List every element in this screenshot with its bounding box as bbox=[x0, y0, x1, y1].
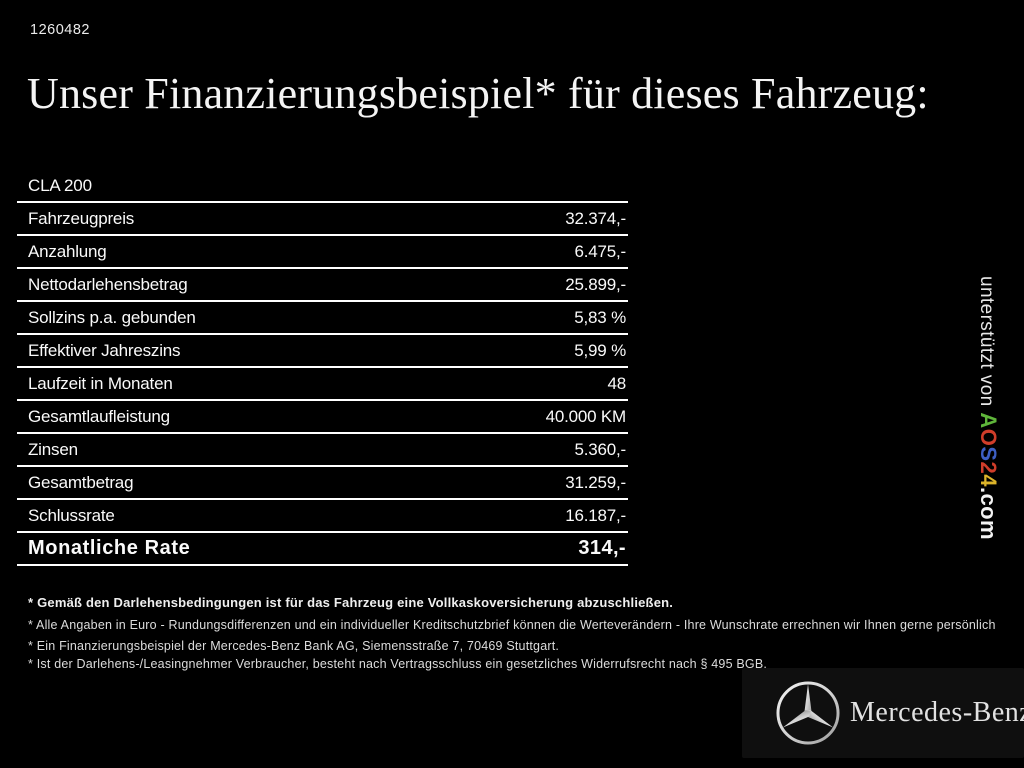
row-label: Effektiver Jahreszins bbox=[28, 340, 181, 360]
table-row: Sollzins p.a. gebunden 5,83 % bbox=[17, 302, 628, 335]
footnote: * Ein Finanzierungsbeispiel der Mercedes… bbox=[28, 639, 560, 653]
row-label: Fahrzeugpreis bbox=[28, 208, 135, 228]
table-row: Laufzeit in Monaten 48 bbox=[17, 368, 628, 401]
aos24-watermark: unterstützt von AOS24.com bbox=[975, 276, 1001, 540]
listing-id: 1260482 bbox=[30, 22, 90, 38]
row-label: Anzahlung bbox=[28, 241, 107, 261]
row-label: Gesamtbetrag bbox=[28, 472, 134, 492]
aos24-letter: 4 bbox=[976, 474, 1001, 488]
row-label: Zinsen bbox=[28, 439, 78, 459]
row-label: Sollzins p.a. gebunden bbox=[28, 307, 196, 327]
row-value: 31.259,- bbox=[565, 472, 626, 492]
page-title: Unser Finanzierungsbeispiel* für dieses … bbox=[27, 69, 929, 118]
table-row: Gesamtlaufleistung 40.000 KM bbox=[17, 401, 628, 434]
aos24-letter: A bbox=[976, 412, 1001, 429]
row-value: 5,83 % bbox=[574, 307, 626, 327]
row-value: 40.000 KM bbox=[545, 406, 627, 426]
aos24-letter: S bbox=[976, 446, 1001, 462]
model-name: CLA 200 bbox=[28, 175, 92, 195]
total-label: Monatliche Rate bbox=[28, 537, 191, 559]
financing-table: CLA 200 Fahrzeugpreis 32.374,- Anzahlung… bbox=[17, 170, 628, 566]
row-value: 5,99 % bbox=[574, 340, 626, 360]
aos24-letter: O bbox=[976, 428, 1001, 447]
footnote: * Gemäß den Darlehensbedingungen ist für… bbox=[28, 595, 674, 610]
row-label: Nettodarlehensbetrag bbox=[28, 274, 188, 294]
footnote: * Alle Angaben in Euro - Rundungsdiffere… bbox=[28, 617, 996, 632]
row-label: Laufzeit in Monaten bbox=[28, 373, 173, 393]
aos24-logo-text: AOS24 bbox=[976, 412, 1001, 487]
aos24-letter: 2 bbox=[976, 461, 1001, 475]
row-value: 16.187,- bbox=[565, 505, 626, 525]
mercedes-benz-logo-panel: Mercedes-Benz bbox=[742, 668, 1024, 758]
footnotes: * Gemäß den Darlehensbedingungen ist für… bbox=[28, 595, 996, 679]
mercedes-benz-wordmark: Mercedes-Benz bbox=[850, 697, 1024, 728]
table-row-monthly-rate: Monatliche Rate 314,- bbox=[17, 533, 628, 566]
mercedes-star-icon bbox=[776, 681, 840, 745]
table-row-model: CLA 200 bbox=[17, 170, 628, 203]
table-row: Nettodarlehensbetrag 25.899,- bbox=[17, 269, 628, 302]
row-label: Schlussrate bbox=[28, 505, 115, 525]
watermark-suffix: .com bbox=[976, 487, 1001, 540]
row-value: 32.374,- bbox=[565, 208, 626, 228]
table-row: Gesamtbetrag 31.259,- bbox=[17, 467, 628, 500]
total-value: 314,- bbox=[578, 537, 626, 559]
table-row: Effektiver Jahreszins 5,99 % bbox=[17, 335, 628, 368]
watermark-prefix: unterstützt von bbox=[976, 276, 997, 413]
row-value: 48 bbox=[607, 373, 626, 393]
row-value: 5.360,- bbox=[574, 439, 626, 459]
table-row: Anzahlung 6.475,- bbox=[17, 236, 628, 269]
table-row: Schlussrate 16.187,- bbox=[17, 500, 628, 533]
row-label: Gesamtlaufleistung bbox=[28, 406, 170, 426]
table-row: Zinsen 5.360,- bbox=[17, 434, 628, 467]
row-value: 25.899,- bbox=[565, 274, 626, 294]
table-row: Fahrzeugpreis 32.374,- bbox=[17, 203, 628, 236]
row-value: 6.475,- bbox=[574, 241, 626, 261]
footnote: * Ist der Darlehens-/Leasingnehmer Verbr… bbox=[28, 657, 768, 671]
